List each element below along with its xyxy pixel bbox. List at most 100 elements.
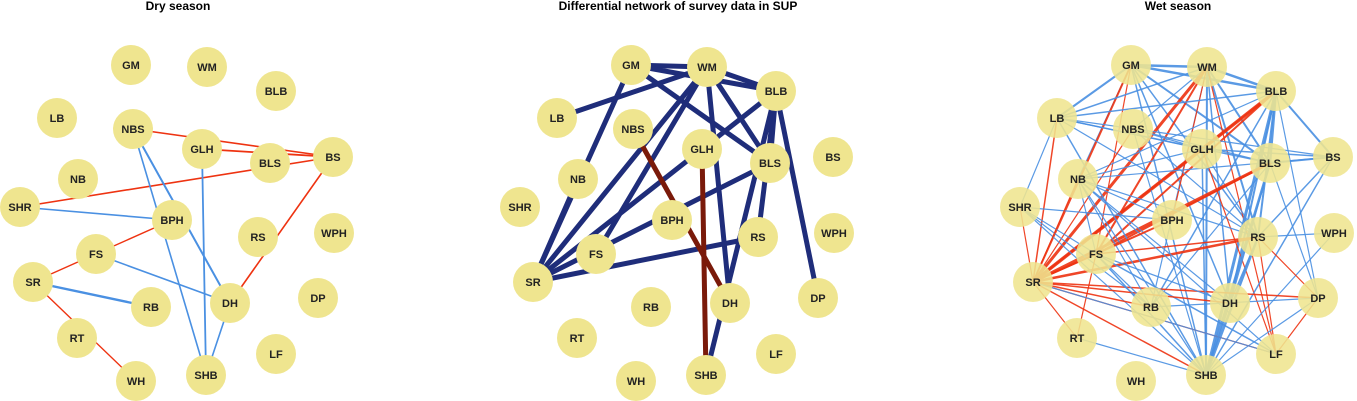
edge-sr-rs (530, 234, 761, 285)
node-label-bs: BS (825, 152, 840, 164)
edge-rb-sr (1032, 281, 1152, 308)
edge-bs-shb (1205, 156, 1334, 376)
edge-glh-shb (201, 148, 207, 376)
edge-bls-dp (1269, 162, 1319, 299)
wet-season-nodes: GM WM BLB LB NBS GLH BLS BS NB SHR BPH RS WPH FS SR RB D… (1000, 45, 1354, 401)
node-glh (182, 129, 222, 169)
edge-blb-fs (1095, 90, 1277, 255)
node-label-wh: WH (1127, 376, 1145, 388)
node-label-glh: GLH (1190, 144, 1213, 156)
node-sr (1013, 262, 1053, 302)
node-label-bls: BLS (1259, 158, 1281, 170)
edge-shb-rt (1076, 337, 1207, 376)
node-sr (513, 262, 553, 302)
node-label-bph: BPH (1160, 215, 1183, 227)
node-bs (1313, 137, 1353, 177)
edge-blb-sr (530, 88, 779, 285)
node-label-sr: SR (1025, 277, 1040, 289)
edge-bls-sr (530, 160, 773, 285)
node-label-fs: FS (89, 249, 103, 261)
node-rb (1131, 287, 1171, 327)
edge-wm-fs (1095, 66, 1208, 255)
edge-shr-bph (19, 206, 173, 221)
node-label-sr: SR (525, 277, 540, 289)
node-bph (1152, 200, 1192, 240)
node-bs (313, 137, 353, 177)
node-nbs (113, 109, 153, 149)
node-label-sr: SR (25, 277, 40, 289)
node-bs (813, 137, 853, 177)
dry-season-title: Dry season (146, 0, 211, 13)
edge-gm-bls (1130, 64, 1271, 164)
edge-nbs-shb (132, 128, 207, 376)
node-nbs (613, 109, 653, 149)
edge-wm-dh (704, 64, 733, 306)
node-label-rt: RT (1070, 333, 1085, 345)
node-nb (1058, 159, 1098, 199)
node-label-dp: DP (310, 293, 325, 305)
node-label-rs: RS (1250, 232, 1265, 244)
node-label-blb: BLB (765, 86, 788, 98)
node-label-nbs: NBS (1121, 124, 1144, 136)
node-label-shb: SHB (694, 370, 717, 382)
node-label-bph: BPH (160, 215, 183, 227)
node-shb (186, 355, 226, 395)
node-wh (616, 361, 656, 401)
edge-shb-nb (1077, 178, 1207, 376)
node-wm (187, 47, 227, 87)
node-label-blb: BLB (1265, 86, 1288, 98)
node-rt (57, 318, 97, 358)
edge-lf-fs (1095, 253, 1277, 355)
differential-network-title: Differential network of survey data in S… (559, 0, 798, 13)
node-dh (210, 283, 250, 323)
node-label-nb: NB (70, 174, 86, 186)
node-blb (256, 71, 296, 111)
edge-wm-sr (530, 64, 710, 285)
edge-glh-shb (1201, 148, 1207, 376)
node-wh (1116, 361, 1156, 401)
node-dp (798, 278, 838, 318)
node-wh (116, 361, 156, 401)
dry-season-panel: Dry season GM WM BLB LB NBS GLH BLS BS NB SHR BPH R… (0, 0, 354, 401)
node-label-wh: WH (627, 376, 645, 388)
node-nb (58, 159, 98, 199)
node-label-rb: RB (1143, 302, 1159, 314)
node-sr (13, 262, 53, 302)
node-rb (631, 287, 671, 327)
node-label-bls: BLS (759, 158, 781, 170)
edge-nbs-rs (1132, 128, 1259, 238)
node-label-rt: RT (570, 333, 585, 345)
node-label-wph: WPH (321, 228, 347, 240)
edge-gm-bls (628, 62, 773, 166)
node-wph (314, 213, 354, 253)
node-label-gm: GM (122, 60, 140, 72)
edge-nbs-shb (1132, 128, 1207, 376)
node-label-dp: DP (1310, 293, 1325, 305)
node-label-shb: SHB (1194, 370, 1217, 382)
node-label-glh: GLH (190, 144, 213, 156)
node-label-wph: WPH (821, 228, 847, 240)
edge-nbs-sr (1032, 128, 1134, 283)
node-shb (1186, 355, 1226, 395)
edge-wph-shb (1205, 232, 1335, 376)
node-lb (537, 98, 577, 138)
node-label-lf: LF (769, 349, 783, 361)
edge-rs-sr (1031, 235, 1260, 284)
edge-sr-rb (31, 280, 153, 309)
node-label-blb: BLB (265, 86, 288, 98)
node-bph (152, 200, 192, 240)
node-label-fs: FS (1089, 249, 1103, 261)
node-label-rs: RS (250, 232, 265, 244)
node-gm (1111, 45, 1151, 85)
node-shr (500, 187, 540, 227)
edge-rs-fs (1095, 236, 1259, 255)
node-wph (814, 213, 854, 253)
node-rt (557, 318, 597, 358)
node-rb (131, 287, 171, 327)
node-fs (1076, 234, 1116, 274)
node-fs (76, 234, 116, 274)
node-lf (756, 334, 796, 374)
node-label-bs: BS (325, 152, 340, 164)
node-label-rt: RT (70, 333, 85, 345)
